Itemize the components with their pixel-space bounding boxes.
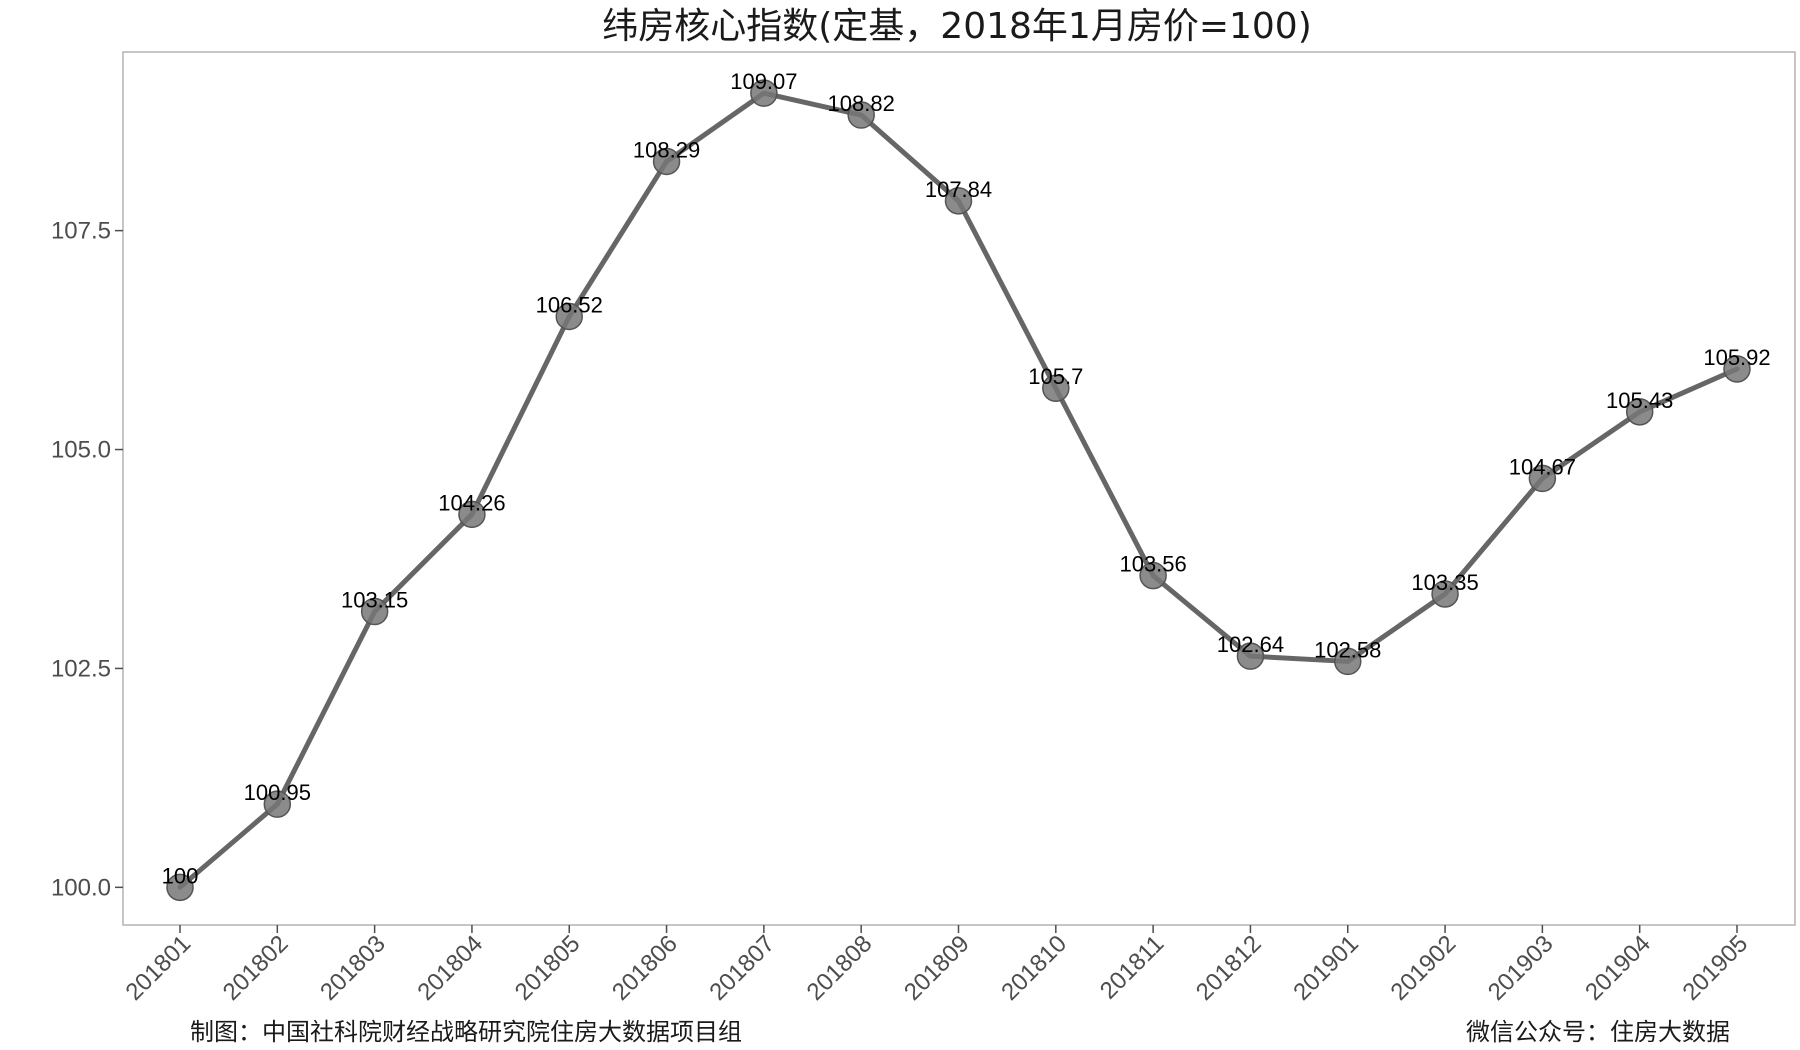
y-tick-label: 107.5 bbox=[51, 218, 111, 245]
data-point bbox=[1236, 642, 1265, 670]
data-label: 109.07 bbox=[730, 69, 797, 94]
footer-credit: 制图：中国社科院财经战略研究院住房大数据项目组 bbox=[190, 1018, 742, 1046]
x-tick-label: 201808 bbox=[802, 930, 878, 1006]
data-point bbox=[944, 187, 973, 215]
data-point bbox=[1042, 374, 1070, 402]
y-axis: 100.0 102.5 105.0 107.5 bbox=[51, 218, 123, 901]
y-tick-label: 105.0 bbox=[51, 437, 111, 464]
data-label: 107.84 bbox=[925, 177, 992, 202]
data-point bbox=[1431, 580, 1459, 608]
data-label: 103.35 bbox=[1411, 570, 1478, 595]
x-tick-label: 201905 bbox=[1678, 930, 1754, 1006]
data-point bbox=[1334, 647, 1362, 676]
x-tick-label: 201810 bbox=[996, 930, 1072, 1006]
data-label: 108.82 bbox=[828, 91, 895, 116]
x-tick-label: 201903 bbox=[1483, 930, 1559, 1006]
data-point bbox=[1723, 355, 1751, 383]
x-tick-label: 201812 bbox=[1191, 930, 1267, 1006]
x-tick-label: 201902 bbox=[1386, 930, 1462, 1006]
x-tick-label: 201807 bbox=[704, 930, 780, 1006]
x-tick-label: 201811 bbox=[1095, 930, 1169, 1004]
data-label: 105.92 bbox=[1703, 345, 1770, 370]
data-point bbox=[360, 597, 389, 626]
x-tick-label: 201801 bbox=[121, 930, 197, 1006]
data-label: 105.43 bbox=[1606, 388, 1673, 413]
data-point bbox=[166, 873, 194, 902]
data-label: 103.15 bbox=[341, 588, 408, 613]
data-label: 100.95 bbox=[244, 780, 311, 805]
x-tick-label: 201805 bbox=[510, 930, 586, 1006]
x-tick-label: 201806 bbox=[607, 930, 683, 1006]
y-tick-label: 100.0 bbox=[51, 874, 111, 901]
data-label: 106.52 bbox=[536, 292, 603, 317]
x-tick-label: 201904 bbox=[1580, 930, 1656, 1006]
data-label: 103.56 bbox=[1119, 552, 1186, 577]
data-point bbox=[1528, 464, 1557, 493]
data-label: 102.64 bbox=[1217, 632, 1284, 657]
x-tick-label: 201802 bbox=[218, 930, 294, 1006]
data-point bbox=[652, 147, 681, 176]
data-point bbox=[263, 790, 292, 818]
y-tick-label: 102.5 bbox=[51, 655, 111, 682]
data-labels: 100 100.95 103.15 104.26 106.52 108.29 109.07 1… bbox=[162, 69, 1771, 888]
data-points bbox=[166, 79, 1751, 902]
data-point bbox=[1139, 561, 1167, 590]
footer-wechat: 微信公众号：住房大数据 bbox=[1466, 1018, 1730, 1046]
data-point bbox=[458, 500, 486, 529]
x-tick-label: 201803 bbox=[315, 930, 391, 1006]
x-tick-label: 201804 bbox=[412, 930, 488, 1006]
data-point bbox=[1625, 398, 1654, 426]
data-label: 105.7 bbox=[1028, 364, 1083, 389]
data-label: 102.58 bbox=[1314, 637, 1381, 662]
data-point bbox=[847, 101, 875, 129]
data-label: 108.29 bbox=[633, 137, 700, 162]
data-point bbox=[750, 79, 778, 107]
data-label: 100 bbox=[162, 863, 199, 888]
x-tick-label: 201809 bbox=[899, 930, 975, 1006]
data-label: 104.67 bbox=[1509, 454, 1576, 479]
chart-title: 纬房核心指数(定基，2018年1月房价=100) bbox=[602, 6, 1312, 47]
x-tick-label: 201901 bbox=[1288, 930, 1364, 1006]
data-label: 104.26 bbox=[438, 490, 505, 515]
data-point bbox=[555, 302, 583, 331]
x-axis: 201801 201802 201803 201804 201805 201806 2018… bbox=[121, 925, 1754, 1006]
